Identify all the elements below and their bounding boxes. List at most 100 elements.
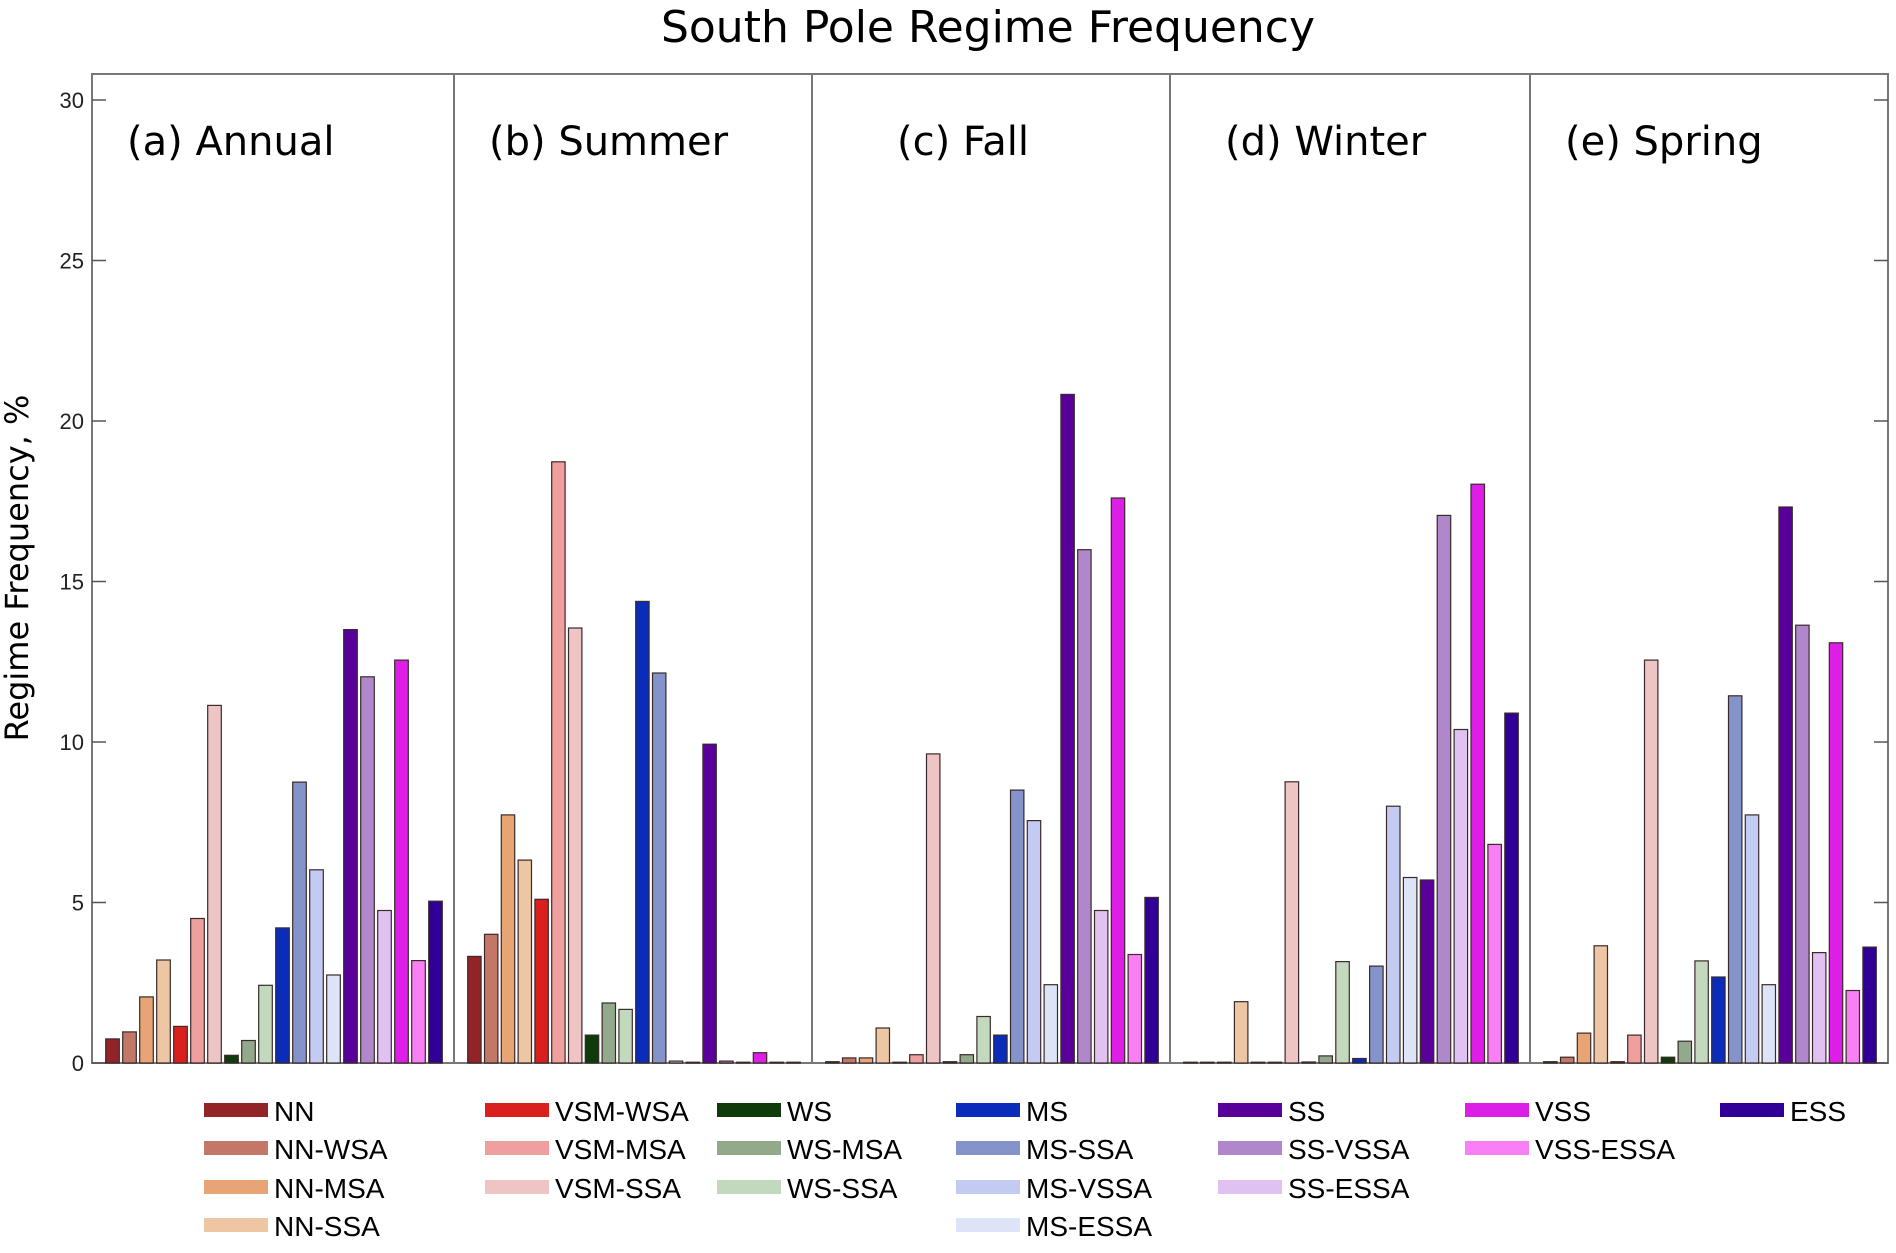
legend-item: VSS	[1465, 1096, 1591, 1127]
bar-ws-msa	[959, 1054, 975, 1064]
panel-label: (a) Annual	[127, 119, 334, 165]
bar-ms	[1711, 976, 1726, 1064]
legend-swatch	[1218, 1180, 1282, 1194]
bar-ss	[1419, 879, 1435, 1064]
bar-ms-ssa	[292, 781, 307, 1064]
panel-label: (c) Fall	[897, 119, 1029, 165]
bar-vss-essa	[769, 1061, 785, 1064]
bar-vsm-msa	[190, 917, 205, 1064]
bar-vss	[752, 1052, 768, 1064]
legend-label: WS-MSA	[787, 1134, 902, 1165]
bar-vsm-msa	[551, 461, 566, 1064]
legend-label: NN-SSA	[274, 1211, 380, 1242]
bar-ms-ssa	[1368, 965, 1384, 1064]
bar-nn-ssa	[517, 859, 533, 1064]
legend-swatch	[204, 1103, 268, 1117]
legend-label: NN	[274, 1096, 314, 1127]
legend-label: VSM-WSA	[555, 1096, 689, 1127]
legend-swatch	[1465, 1103, 1529, 1117]
bar-nn-ssa	[875, 1027, 891, 1064]
bar-ms-ssa	[651, 672, 667, 1064]
y-tick-label: 15	[60, 570, 84, 595]
legend-swatch	[956, 1218, 1020, 1232]
panel-1: (a) Annual	[105, 119, 443, 1064]
bar-ms-essa	[1761, 984, 1777, 1064]
bar-ss	[702, 743, 717, 1064]
legend-item: ESS	[1720, 1096, 1846, 1127]
panel-4: (d) Winter	[1169, 74, 1519, 1064]
bar-ws	[1660, 1056, 1676, 1064]
bar-nn-msa	[139, 996, 154, 1064]
panel-2: (b) Summer	[453, 74, 801, 1064]
legend-label: NN-WSA	[274, 1134, 388, 1165]
bar-ss-essa	[1093, 909, 1109, 1064]
legend-item: WS-MSA	[717, 1134, 902, 1165]
panel-5: (e) Spring	[1529, 74, 1877, 1064]
legend-swatch	[956, 1103, 1020, 1117]
y-tick-label: 25	[60, 249, 84, 274]
chart-title: South Pole Regime Frequency	[661, 2, 1315, 53]
legend-swatch	[485, 1103, 549, 1117]
bar-nn-wsa	[1199, 1061, 1215, 1064]
bar-vsm-wsa	[173, 1025, 188, 1064]
legend-item: SS	[1218, 1096, 1325, 1127]
bar-nn	[105, 1038, 120, 1064]
legend-item: WS	[717, 1096, 832, 1127]
legend-label: SS-VSSA	[1288, 1134, 1410, 1165]
legend-swatch	[1465, 1141, 1529, 1155]
bar-ws	[224, 1054, 239, 1064]
legend-swatch	[485, 1180, 549, 1194]
bar-ws-ssa	[976, 1015, 991, 1064]
bar-ws-ssa	[1335, 960, 1350, 1064]
bar-ss-essa	[1453, 728, 1469, 1064]
bar-nn	[1183, 1061, 1198, 1064]
bar-vsm-msa	[1627, 1034, 1642, 1064]
legend-item: MS-SSA	[956, 1134, 1134, 1165]
bar-ws-ssa	[258, 984, 273, 1064]
bar-ms-essa	[326, 974, 341, 1064]
bar-vss	[1110, 497, 1126, 1064]
legend-swatch	[1218, 1141, 1282, 1155]
bar-vsm-wsa	[1610, 1061, 1625, 1064]
bar-ms-vssa	[309, 869, 324, 1064]
legend-label: MS-VSSA	[1026, 1173, 1152, 1204]
bar-ms-essa	[685, 1061, 701, 1064]
bar-vss-essa	[411, 959, 426, 1064]
legend-item: VSM-WSA	[485, 1096, 689, 1127]
y-tick-label: 10	[60, 730, 84, 755]
bar-ss-essa	[377, 909, 392, 1064]
y-tick-label: 5	[72, 891, 84, 916]
bar-ess	[1504, 712, 1519, 1064]
legend-item: VSM-MSA	[485, 1134, 686, 1165]
bar-ms	[1352, 1057, 1367, 1064]
bar-ms-vssa	[1385, 805, 1401, 1064]
bar-ms	[275, 927, 290, 1064]
bar-vss-essa	[1127, 953, 1143, 1064]
legend-swatch	[1218, 1103, 1282, 1117]
legend-item: MS-ESSA	[956, 1211, 1152, 1242]
bar-ws-msa	[601, 1002, 617, 1064]
bar-nn-msa	[1576, 1032, 1592, 1064]
bar-ss-essa	[1811, 951, 1827, 1064]
legend-swatch	[204, 1218, 268, 1232]
plot-area: 0 5 10 15 20 25 30 (a) Annual (b) Summer (c) Fall…	[60, 73, 1889, 1076]
bar-ws	[942, 1061, 958, 1064]
legend-item: SS-VSSA	[1218, 1134, 1410, 1165]
bar-ws-msa	[1318, 1055, 1334, 1064]
bar-vsm-msa	[1267, 1061, 1283, 1064]
bar-ms-vssa	[1744, 814, 1760, 1064]
bar-ess	[1144, 896, 1159, 1064]
legend-label: WS-SSA	[787, 1173, 898, 1204]
bar-vsm-wsa	[1250, 1061, 1266, 1064]
legend-swatch	[717, 1180, 781, 1194]
legend-swatch	[1720, 1103, 1784, 1117]
legend-item: NN-MSA	[204, 1173, 385, 1204]
legend-swatch	[717, 1103, 781, 1117]
panel-label: (e) Spring	[1565, 119, 1763, 165]
bar-ms-vssa	[1026, 819, 1042, 1064]
bar-ms-essa	[1043, 984, 1059, 1064]
legend-swatch	[956, 1141, 1020, 1155]
bar-ms-vssa	[668, 1060, 684, 1064]
legend-item: NN	[204, 1096, 314, 1127]
bar-ess	[428, 900, 443, 1064]
